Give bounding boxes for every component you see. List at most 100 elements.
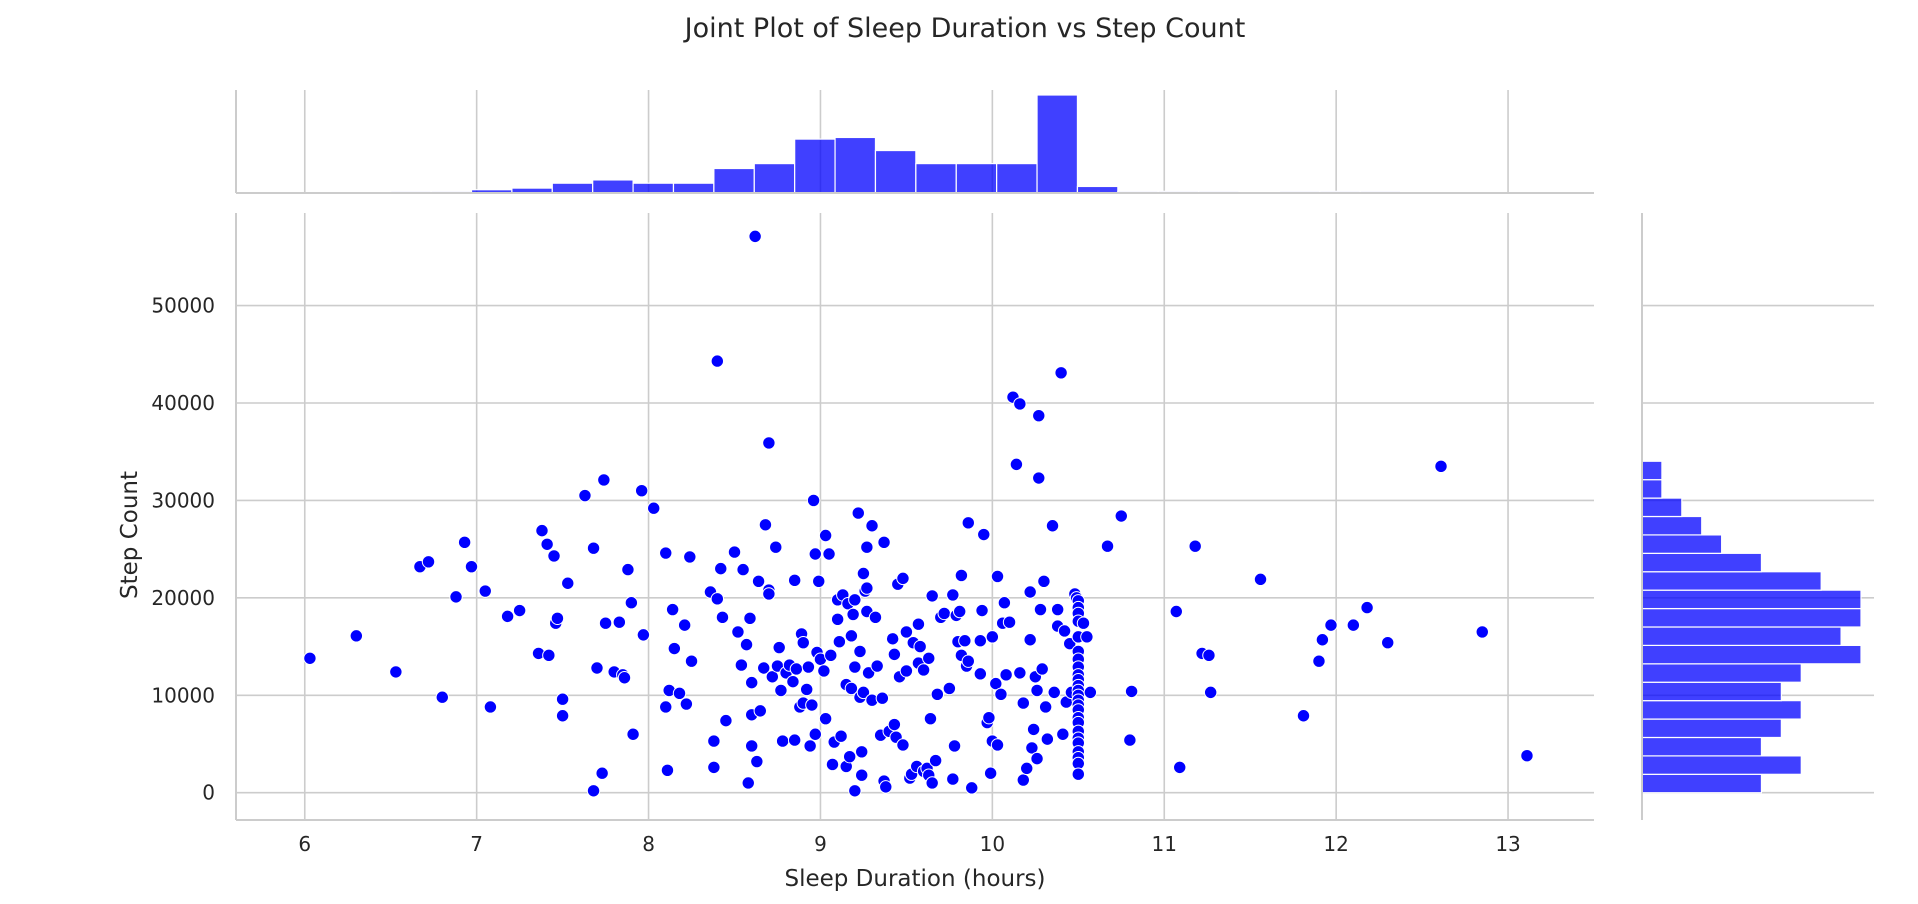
scatter-point <box>844 681 859 696</box>
scatter-point <box>853 644 867 659</box>
x-hist-bar <box>753 163 796 194</box>
scatter-point <box>772 640 786 655</box>
scatter-point <box>710 592 725 606</box>
scatter-point <box>464 559 479 574</box>
scatter-point <box>855 768 869 782</box>
scatter-point <box>707 760 721 775</box>
scatter-point <box>842 749 857 764</box>
scatter-point <box>875 691 890 705</box>
scatter-point <box>830 612 845 626</box>
x-tick-label: 12 <box>1323 832 1348 856</box>
scatter-point <box>925 776 939 790</box>
scatter-point <box>1381 635 1395 650</box>
scatter-point <box>719 713 733 728</box>
x-hist-bar <box>794 138 836 194</box>
scatter-point <box>1203 685 1218 700</box>
scatter-point <box>787 573 802 588</box>
scatter-point <box>808 727 822 741</box>
scatter-point <box>973 634 988 648</box>
scatter-point <box>1312 654 1326 668</box>
scatter-point <box>542 648 556 663</box>
scatter-point <box>834 729 848 743</box>
x-axis-label: Sleep Duration (hours) <box>784 866 1045 892</box>
scatter-point <box>983 766 998 780</box>
x-tick-label: 9 <box>814 832 827 856</box>
x-hist-bar <box>551 182 594 194</box>
x-tick-labels: 6 7 8 9 10 11 12 13 <box>298 832 1520 856</box>
scatter-point <box>597 473 611 487</box>
scatter-point <box>578 488 592 503</box>
scatter-point <box>1016 773 1030 787</box>
scatter-point <box>1016 696 1030 710</box>
scatter-point <box>994 687 1008 702</box>
scatter-point <box>879 780 893 794</box>
x-hist-bar <box>955 163 998 194</box>
chart-title: Joint Plot of Sleep Duration vs Step Cou… <box>683 13 1246 44</box>
scatter-point <box>1071 767 1086 781</box>
scatter-point <box>1009 457 1024 472</box>
scatter-point <box>586 541 601 555</box>
y-marginal-histogram <box>1641 460 1862 794</box>
scatter-point <box>389 665 403 679</box>
scatter-point <box>753 704 767 718</box>
scatter-point <box>1030 751 1044 766</box>
scatter-point <box>1253 572 1268 587</box>
y-tick-label: 10000 <box>151 683 215 707</box>
scatter-point <box>990 738 1005 752</box>
scatter-point <box>977 527 991 542</box>
scatter-point <box>612 615 627 629</box>
scatter-point <box>789 662 804 676</box>
main-gridlines <box>236 213 1594 820</box>
scatter-point <box>1475 625 1489 639</box>
scatter-point <box>896 571 910 586</box>
y-hist-bar <box>1641 460 1663 481</box>
scatter-point <box>1076 616 1091 630</box>
scatter-point <box>757 661 771 675</box>
scatter-point <box>731 625 745 639</box>
x-tick-label: 8 <box>642 832 655 856</box>
scatter-point <box>1296 709 1311 723</box>
scatter-point <box>982 710 996 725</box>
scatter-point <box>550 611 565 626</box>
scatter-point <box>801 660 816 674</box>
scatter-point <box>911 617 926 631</box>
scatter-point <box>1023 585 1037 599</box>
scatter-point <box>824 648 838 663</box>
scatter-point <box>937 606 951 621</box>
scatter-point <box>714 561 728 576</box>
scatter-point <box>786 674 800 689</box>
scatter-point <box>586 784 601 798</box>
scatter-point <box>999 668 1013 682</box>
scatter-point <box>1188 539 1202 553</box>
scatter-point <box>734 658 749 672</box>
y-hist-bar <box>1641 718 1782 739</box>
scatter-point <box>1045 519 1060 533</box>
scatter-point <box>303 651 317 665</box>
scatter-point <box>672 686 687 701</box>
scatter-point <box>896 738 910 752</box>
scatter-point <box>457 535 472 550</box>
scatter-point <box>899 664 914 678</box>
x-marginal-histogram <box>390 94 1402 194</box>
scatter-point <box>887 647 902 662</box>
scatter-point <box>947 739 962 753</box>
y-tick-label: 20000 <box>151 586 215 610</box>
scatter-point <box>818 528 833 543</box>
scatter-point <box>818 711 833 726</box>
scatter-point <box>1032 471 1046 485</box>
scatter-point <box>683 550 697 564</box>
scatter-point <box>715 610 730 625</box>
scatter-point <box>899 625 914 639</box>
x-tick-label: 7 <box>470 832 483 856</box>
scatter-point <box>806 493 821 508</box>
scatter-point <box>1023 633 1037 647</box>
scatter-point <box>750 754 764 769</box>
scatter-point <box>540 537 554 551</box>
x-hist-bar <box>915 163 957 194</box>
scatter-point <box>1020 761 1034 776</box>
x-hist-bar <box>672 182 715 194</box>
scatter-point <box>805 698 819 712</box>
scatter-point <box>887 717 902 732</box>
scatter-point <box>1040 732 1055 746</box>
